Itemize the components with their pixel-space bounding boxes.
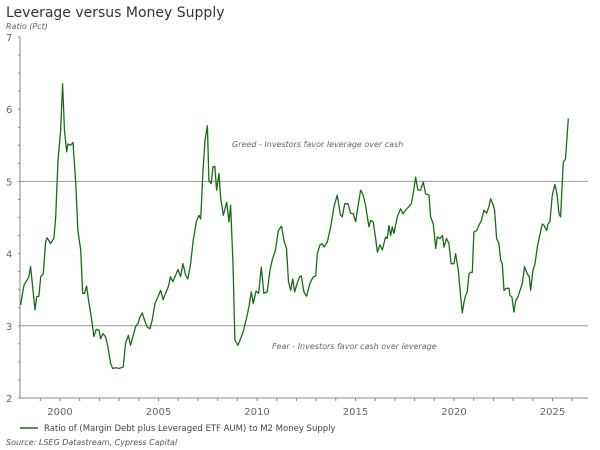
axes — [18, 36, 588, 401]
series-line — [19, 83, 569, 370]
y-tick-label: 3 — [6, 322, 12, 333]
chart-title: Leverage versus Money Supply — [6, 5, 225, 21]
plot-area — [19, 83, 569, 370]
source-note: Source: LSEG Datastream, Cypress Capital — [6, 438, 178, 447]
y-tick-label: 2 — [6, 394, 12, 405]
x-tick-label: 2010 — [244, 407, 269, 418]
x-tick-label: 2015 — [343, 407, 368, 418]
annotation-greed: Greed - Investors favor leverage over ca… — [232, 140, 403, 149]
tick-labels: 2 3 4 5 6 7 2000 2005 2010 2015 2020 2025 — [6, 33, 565, 418]
legend-label[interactable]: Ratio of (Margin Debt plus Leveraged ETF… — [44, 424, 336, 434]
x-tick-label: 2025 — [540, 407, 565, 418]
reference-lines — [20, 180, 588, 327]
y-tick-label: 6 — [6, 105, 12, 116]
y-axis-label: Ratio (Pct) — [6, 22, 48, 31]
x-tick-label: 2020 — [441, 407, 466, 418]
annotation-fear: Fear - Investors favor cash over leverag… — [272, 342, 437, 351]
y-tick-label: 4 — [6, 250, 12, 261]
y-tick-label: 7 — [6, 33, 12, 44]
x-tick-label: 2005 — [146, 407, 171, 418]
y-tick-label: 5 — [6, 177, 12, 188]
x-tick-label: 2000 — [47, 407, 72, 418]
